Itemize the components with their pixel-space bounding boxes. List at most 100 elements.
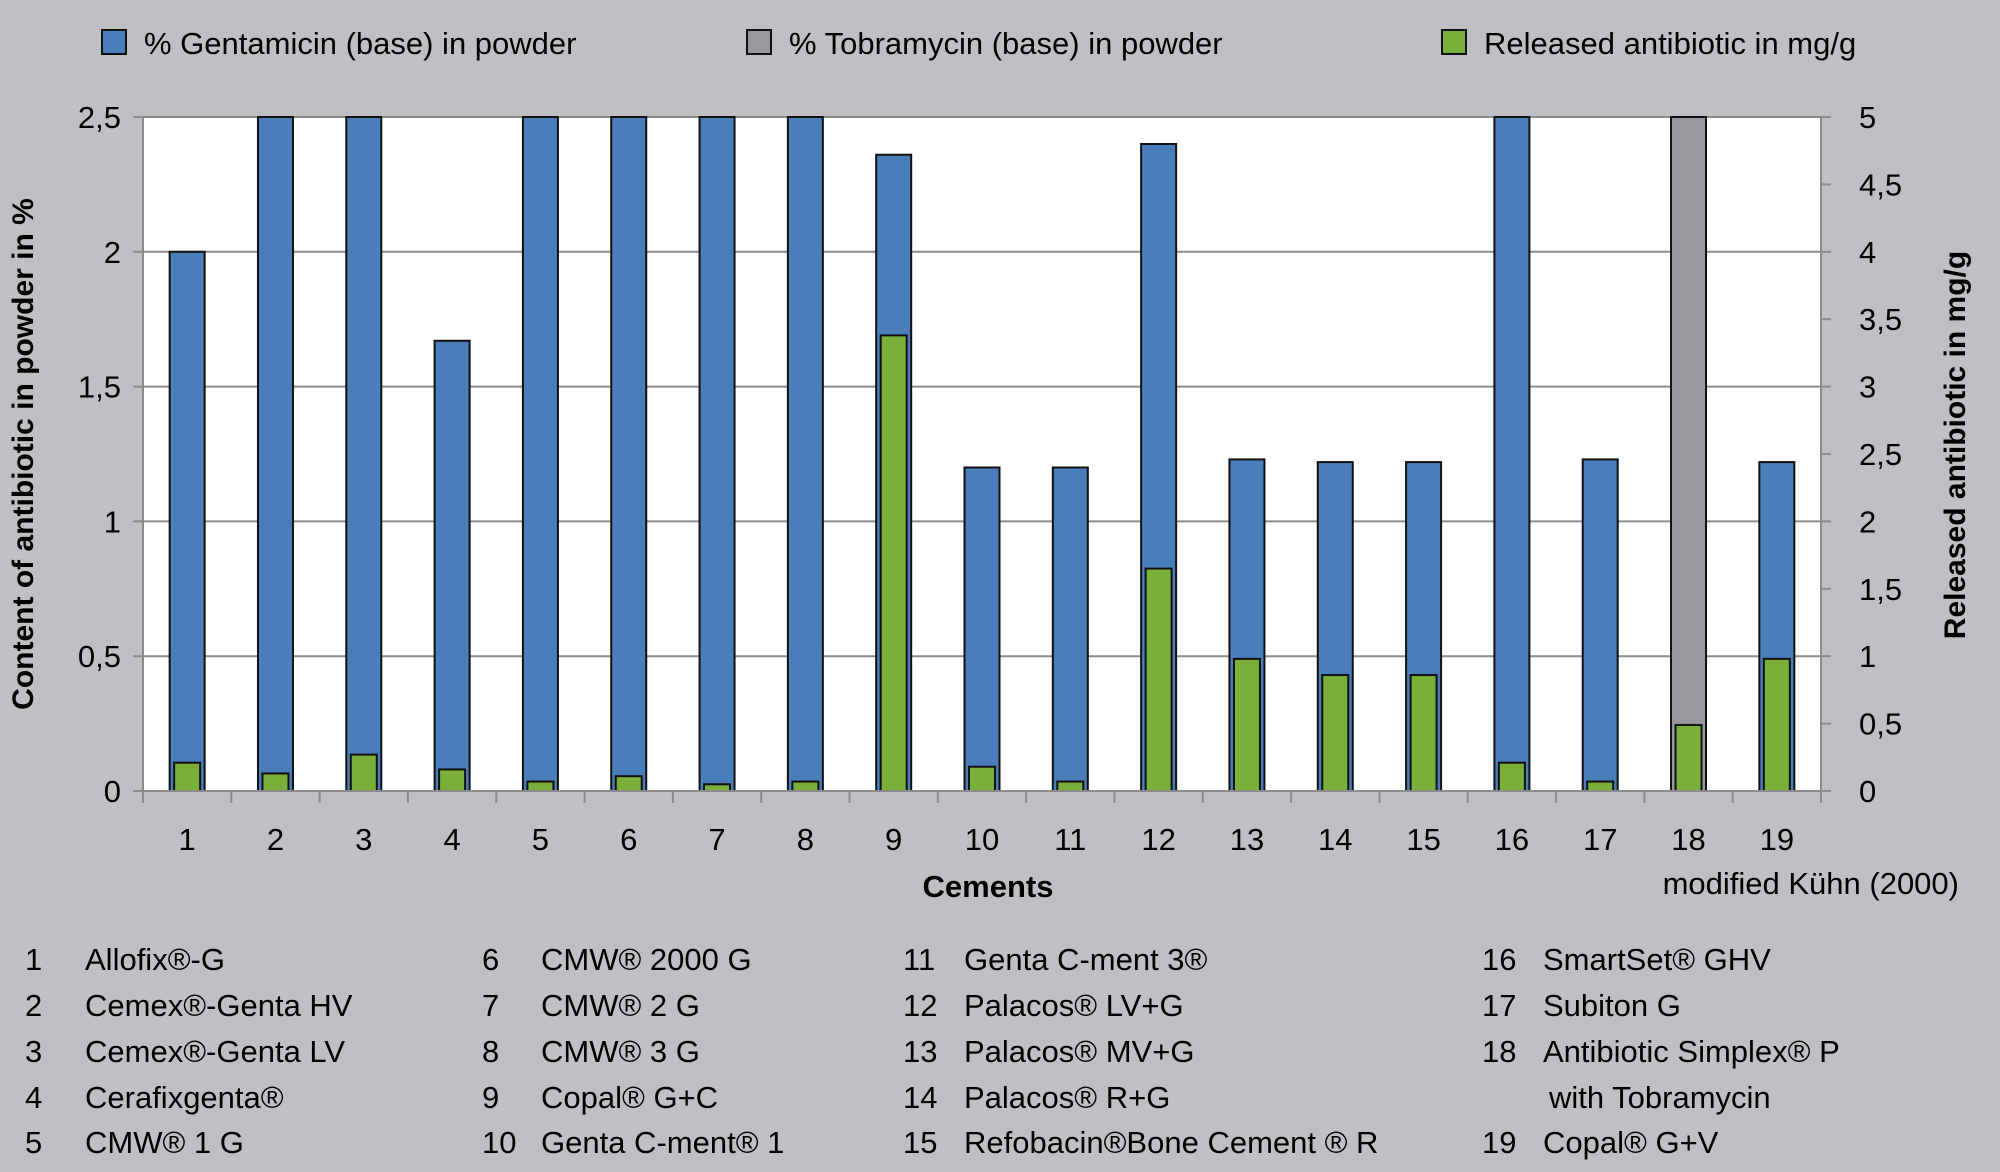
cement-key-name: CMW® 1 G bbox=[85, 1125, 244, 1160]
bar-released bbox=[261, 772, 290, 793]
cement-key-number: 17 bbox=[1482, 988, 1516, 1023]
cement-key-number: 10 bbox=[482, 1125, 516, 1160]
cement-key-number: 18 bbox=[1482, 1034, 1516, 1069]
y2-tick-label: 3 bbox=[1859, 370, 1876, 405]
x-tick-label: 7 bbox=[708, 822, 725, 857]
cement-key-number: 12 bbox=[903, 988, 937, 1023]
x-tick-label: 8 bbox=[797, 822, 814, 857]
bar-released bbox=[526, 780, 555, 793]
y2-tick-label: 1 bbox=[1859, 639, 1876, 674]
y2-tick-label: 0 bbox=[1859, 774, 1876, 809]
bar-released bbox=[1674, 723, 1703, 792]
cement-key-name: CMW® 2000 G bbox=[541, 942, 752, 977]
x-tick-label: 4 bbox=[443, 822, 460, 857]
bar-gentamicin bbox=[963, 466, 1001, 792]
cement-key-number: 9 bbox=[482, 1080, 499, 1115]
y-tick-label: 1,5 bbox=[78, 370, 121, 405]
cement-key-name: Copal® G+V bbox=[1543, 1125, 1719, 1160]
cement-key-number: 19 bbox=[1482, 1125, 1516, 1160]
cement-key-number: 1 bbox=[25, 942, 42, 977]
cement-key-name: CMW® 2 G bbox=[541, 988, 700, 1023]
legend-label: Released antibiotic in mg/g bbox=[1484, 26, 1856, 61]
bar-gentamicin bbox=[610, 116, 648, 792]
cement-key-name: Refobacin®Bone Cement ® R bbox=[964, 1125, 1378, 1160]
y2-tick-label: 4,5 bbox=[1859, 167, 1902, 202]
cement-key-name: Cerafixgenta® bbox=[85, 1080, 284, 1115]
source-note: modified Kühn (2000) bbox=[1663, 866, 1959, 901]
y2-tick-label: 2,5 bbox=[1859, 437, 1902, 472]
x-tick-label: 17 bbox=[1583, 822, 1617, 857]
x-tick-label: 18 bbox=[1671, 822, 1705, 857]
x-tick-label: 14 bbox=[1318, 822, 1352, 857]
cement-key-name: CMW® 3 G bbox=[541, 1034, 700, 1069]
legend-label: % Gentamicin (base) in powder bbox=[144, 26, 576, 61]
x-tick-label: 12 bbox=[1141, 822, 1175, 857]
cement-key-number: 7 bbox=[482, 988, 499, 1023]
y-tick-label: 1 bbox=[104, 504, 121, 539]
x-tick-label: 1 bbox=[179, 822, 196, 857]
y-tick-label: 0,5 bbox=[78, 639, 121, 674]
x-tick-label: 9 bbox=[885, 822, 902, 857]
cement-key-name: Palacos® MV+G bbox=[964, 1034, 1194, 1069]
cement-key-name: with Tobramycin bbox=[1548, 1080, 1771, 1115]
x-tick-label: 16 bbox=[1495, 822, 1529, 857]
x-tick-label: 2 bbox=[267, 822, 284, 857]
legend-swatch bbox=[1441, 29, 1467, 55]
cement-key-name: Copal® G+C bbox=[541, 1080, 718, 1115]
x-tick-label: 3 bbox=[355, 822, 372, 857]
cement-key-name: Genta C-ment 3® bbox=[964, 942, 1208, 977]
bar-released bbox=[968, 765, 996, 793]
cement-key-number: 16 bbox=[1482, 942, 1516, 977]
y2-axis-title: Released antibiotic in mg/g bbox=[1939, 251, 1972, 639]
bar-released bbox=[791, 780, 820, 793]
legend-swatch bbox=[746, 29, 772, 55]
bar-released bbox=[1232, 657, 1261, 792]
cement-key-number: 5 bbox=[25, 1125, 42, 1160]
bar-gentamicin bbox=[786, 116, 824, 792]
cement-key-number: 3 bbox=[25, 1034, 42, 1069]
bar-released bbox=[173, 761, 202, 793]
cement-key-name: Antibiotic Simplex® P bbox=[1543, 1034, 1840, 1069]
bar-released bbox=[349, 753, 378, 793]
y2-tick-label: 2 bbox=[1859, 504, 1876, 539]
bar-gentamicin bbox=[256, 116, 294, 792]
legend-label: % Tobramycin (base) in powder bbox=[789, 26, 1223, 61]
x-tick-label: 15 bbox=[1406, 822, 1440, 857]
cement-key-name: Subiton G bbox=[1543, 988, 1681, 1023]
cement-key-number: 14 bbox=[903, 1080, 937, 1115]
bar-released bbox=[438, 768, 467, 793]
cement-key-name: Cemex®-Genta HV bbox=[85, 988, 353, 1023]
y2-tick-label: 0,5 bbox=[1859, 707, 1902, 742]
y2-tick-label: 1,5 bbox=[1859, 572, 1902, 607]
bar-released bbox=[1321, 674, 1350, 793]
cement-key-name: Genta C-ment® 1 bbox=[541, 1125, 784, 1160]
cement-key-number: 6 bbox=[482, 942, 499, 977]
bar-released bbox=[1056, 780, 1085, 793]
x-tick-label: 13 bbox=[1230, 822, 1264, 857]
bar-gentamicin bbox=[168, 250, 206, 793]
bar-released bbox=[879, 334, 908, 792]
cement-key-number: 8 bbox=[482, 1034, 499, 1069]
y-tick-label: 0 bbox=[104, 774, 121, 809]
y-axis-title: Content of antibiotic in powder in % bbox=[7, 198, 40, 710]
cement-key-name: SmartSet® GHV bbox=[1543, 942, 1771, 977]
y2-tick-label: 3,5 bbox=[1859, 302, 1902, 337]
bar-released bbox=[1497, 761, 1526, 793]
bar-gentamicin bbox=[1493, 116, 1531, 792]
x-tick-label: 19 bbox=[1760, 822, 1794, 857]
legend-swatch bbox=[101, 29, 127, 55]
bar-released bbox=[614, 775, 643, 792]
bar-released bbox=[1586, 780, 1615, 793]
cement-key-name: Cemex®-Genta LV bbox=[85, 1034, 345, 1069]
cement-key-name: Palacos® LV+G bbox=[964, 988, 1184, 1023]
bar-gentamicin bbox=[433, 339, 471, 792]
bar-gentamicin bbox=[698, 116, 736, 792]
y-tick-label: 2,5 bbox=[78, 100, 121, 135]
bar-released bbox=[1762, 657, 1791, 792]
bar-released bbox=[1409, 674, 1438, 793]
bar-gentamicin bbox=[1581, 458, 1619, 792]
cement-key-number: 2 bbox=[25, 988, 42, 1023]
cement-key-name: Allofix®-G bbox=[85, 942, 225, 977]
y-tick-label: 2 bbox=[104, 235, 121, 270]
